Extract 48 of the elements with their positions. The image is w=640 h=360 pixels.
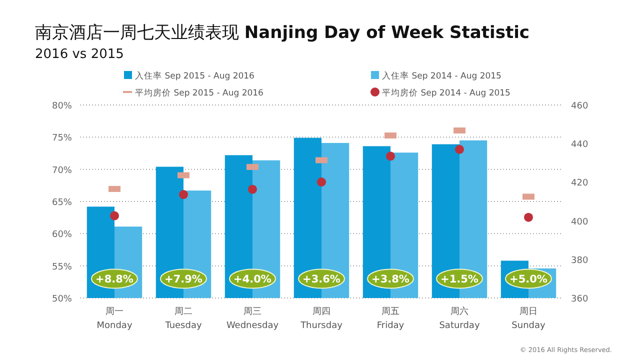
x-tick-label: 周一 Monday — [96, 306, 133, 331]
point — [248, 184, 257, 194]
x-tick-label: 周五 Friday — [376, 306, 405, 331]
point — [524, 212, 533, 222]
legend: 入住率 Sep 2014 - Aug 2015 — [371, 71, 502, 82]
point — [386, 152, 395, 161]
y2-tick-label: 360 — [571, 294, 588, 304]
x-tick-label: 周六 Saturday — [439, 306, 480, 331]
annotation: +4.0% — [234, 274, 272, 286]
annotation: +8.8% — [96, 274, 134, 286]
annotation: +7.9% — [164, 274, 203, 286]
y2-tick-label: 380 — [571, 256, 588, 266]
annotation: +1.5% — [436, 268, 483, 289]
y-tick-label: 50% — [52, 294, 72, 304]
point — [317, 178, 326, 187]
y2-tick-label: 460 — [571, 102, 588, 112]
annotation: +8.8% — [91, 268, 138, 289]
annotation: +3.6% — [302, 274, 341, 286]
annotation: +4.0% — [229, 268, 276, 289]
x-tick-label: 周三 Wednesday — [226, 306, 280, 331]
legend: 平均房价 Sep 2015 - Aug 2016 — [123, 88, 264, 98]
x-tick-label: 周二 Tuesday — [164, 306, 202, 331]
y-tick-label: 80% — [52, 102, 72, 112]
annotation: +1.5% — [440, 274, 479, 286]
y-tick-label: 60% — [52, 230, 72, 240]
chart-title: 南京酒店一周七天业绩表现 Nanjing Day of Week Statistic — [35, 23, 530, 43]
x-tick-label: 周日 Sunday — [512, 306, 546, 331]
point — [179, 190, 188, 200]
y2-tick-label: 420 — [571, 178, 588, 189]
chart-subtitle: 2016 vs 2015 — [35, 47, 124, 62]
annotation: +5.0% — [505, 268, 552, 289]
annotation: +3.8% — [367, 268, 414, 289]
annotation: +3.6% — [298, 268, 345, 289]
y-tick-label: 55% — [52, 262, 72, 272]
point — [455, 144, 464, 154]
legend-label: 平均房价 Sep 2015 - Aug 2016 — [135, 88, 264, 98]
annotation: +5.0% — [510, 274, 548, 286]
y2-tick-label: 400 — [571, 217, 588, 228]
annotation: +7.9% — [160, 268, 207, 289]
y-tick-label: 70% — [52, 166, 72, 176]
annotation: +3.8% — [372, 274, 410, 286]
y2-tick-label: 440 — [571, 140, 588, 150]
x-tick-label: 周四 Thursday — [300, 306, 344, 331]
y-tick-label: 65% — [52, 198, 72, 208]
legend: 入住率 Sep 2015 - Aug 2016 — [124, 71, 254, 82]
point — [110, 211, 119, 220]
legend: 平均房价 Sep 2014 - Aug 2015 — [370, 88, 510, 98]
y-tick-label: 75% — [52, 134, 72, 144]
